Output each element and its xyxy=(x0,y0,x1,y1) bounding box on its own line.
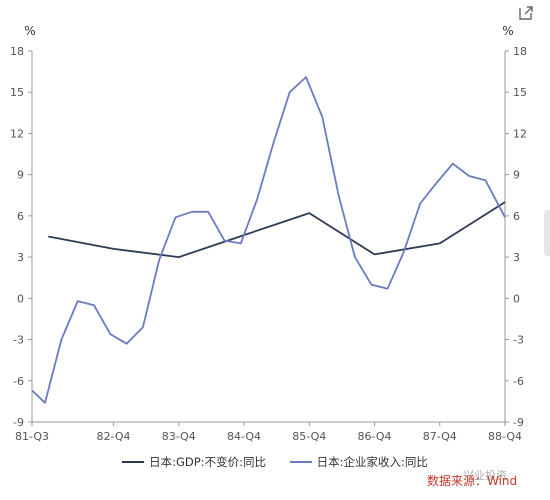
legend-swatch-gdp xyxy=(122,461,145,463)
y-tick-label-left: 12 xyxy=(10,127,24,140)
y-tick-label-left: -3 xyxy=(13,334,24,347)
y-unit-right: % xyxy=(502,24,513,38)
x-tick-label: 88-Q4 xyxy=(488,430,522,443)
y-tick-label-right: -9 xyxy=(513,416,524,429)
y-tick-label-right: 6 xyxy=(513,210,520,223)
x-tick-label: 82-Q4 xyxy=(97,430,131,443)
y-tick-label-left: -6 xyxy=(13,375,24,388)
source-note: 数据来源：Wind xyxy=(427,474,518,488)
y-tick-label-left: 15 xyxy=(10,86,24,99)
series-line-1 xyxy=(31,76,506,404)
y-tick-label-left: -9 xyxy=(13,416,24,429)
watermark: 兴业投资 xyxy=(463,469,507,482)
legend-item-gdp[interactable]: 日本:GDP:不变价:同比 xyxy=(122,454,266,470)
legend-label-income: 日本:企业家收入:同比 xyxy=(316,455,428,469)
y-tick-label-left: 6 xyxy=(17,210,24,223)
y-tick-label-right: 15 xyxy=(513,86,527,99)
y-unit-left: % xyxy=(24,24,35,38)
y-tick-label-right: 9 xyxy=(513,169,520,182)
x-tick-label: 81-Q3 xyxy=(15,430,49,443)
y-tick-label-left: 0 xyxy=(17,292,24,305)
expand-icon[interactable] xyxy=(517,4,535,22)
x-tick-label: 85-Q4 xyxy=(292,430,326,443)
legend-swatch-income xyxy=(289,461,312,463)
x-tick-label: 83-Q4 xyxy=(162,430,196,443)
y-tick-label-right: 3 xyxy=(513,251,520,264)
y-tick-label-right: 18 xyxy=(513,45,527,58)
legend: 日本:GDP:不变价:同比 日本:企业家收入:同比 xyxy=(0,452,550,470)
y-tick-label-right: 0 xyxy=(513,292,520,305)
legend-label-gdp: 日本:GDP:不变价:同比 xyxy=(149,455,266,469)
y-tick-label-left: 9 xyxy=(17,169,24,182)
y-tick-label-right: 12 xyxy=(513,127,527,140)
series-line-0 xyxy=(48,201,506,259)
y-tick-label-left: 3 xyxy=(17,251,24,264)
side-scroll-tab[interactable] xyxy=(544,210,550,256)
y-tick-label-right: -6 xyxy=(513,375,524,388)
x-tick-label: 86-Q4 xyxy=(358,430,392,443)
y-tick-label-left: 18 xyxy=(10,45,24,58)
x-tick-label: 87-Q4 xyxy=(423,430,457,443)
x-tick-label: 84-Q4 xyxy=(227,430,261,443)
y-tick-label-right: -3 xyxy=(513,334,524,347)
legend-item-income[interactable]: 日本:企业家收入:同比 xyxy=(289,454,428,470)
